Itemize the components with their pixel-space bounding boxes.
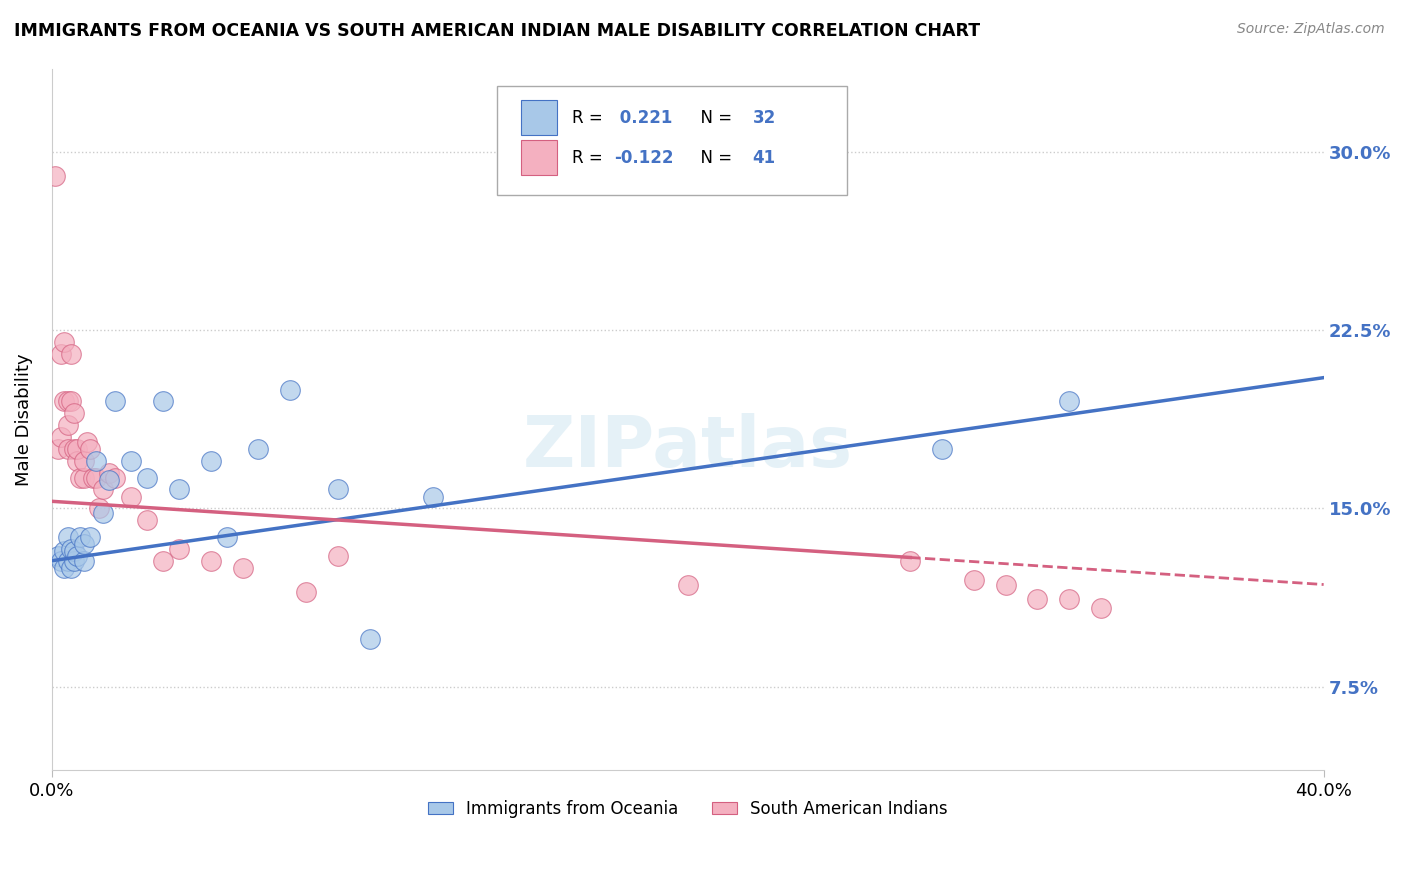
Point [98, 466, 121, 480]
Point [152, 554, 174, 568]
FancyBboxPatch shape [496, 86, 846, 194]
Point [66, 549, 89, 563]
Point [79, 442, 101, 456]
Point [326, 483, 349, 497]
Point [63, 544, 86, 558]
Point [56, 394, 79, 409]
Point [56, 418, 79, 433]
Point [200, 554, 222, 568]
Text: N =: N = [690, 149, 738, 167]
Point [59, 347, 82, 361]
Point [200, 454, 222, 468]
Point [167, 541, 190, 556]
Point [931, 442, 953, 456]
Point [84, 454, 107, 468]
Point [46, 549, 69, 563]
Point [120, 454, 142, 468]
Text: 32: 32 [752, 109, 776, 127]
Point [56, 554, 79, 568]
Point [59, 394, 82, 409]
Point [278, 383, 301, 397]
Point [72, 470, 94, 484]
Point [46, 442, 69, 456]
Text: 41: 41 [752, 149, 776, 167]
Point [79, 530, 101, 544]
Point [63, 406, 86, 420]
Point [51, 430, 73, 444]
Point [69, 530, 91, 544]
Point [56, 442, 79, 456]
Point [51, 347, 73, 361]
Text: ZIPatlas: ZIPatlas [523, 413, 853, 482]
Point [91, 506, 114, 520]
Point [963, 573, 986, 587]
Text: R =: R = [572, 149, 607, 167]
Point [66, 442, 89, 456]
Point [66, 454, 89, 468]
Point [1057, 591, 1080, 606]
Point [422, 490, 444, 504]
Point [72, 554, 94, 568]
Text: IMMIGRANTS FROM OCEANIA VS SOUTH AMERICAN INDIAN MALE DISABILITY CORRELATION CHA: IMMIGRANTS FROM OCEANIA VS SOUTH AMERICA… [14, 22, 980, 40]
Point [53, 544, 76, 558]
Point [152, 394, 174, 409]
Point [295, 584, 318, 599]
Point [53, 561, 76, 575]
Point [898, 554, 921, 568]
Point [84, 470, 107, 484]
Point [167, 483, 190, 497]
Point [91, 483, 114, 497]
Point [676, 577, 699, 591]
Point [359, 632, 381, 647]
Y-axis label: Male Disability: Male Disability [15, 353, 32, 485]
Point [72, 537, 94, 551]
Point [1057, 394, 1080, 409]
Text: N =: N = [690, 109, 738, 127]
Point [120, 490, 142, 504]
Point [59, 541, 82, 556]
Text: 0.221: 0.221 [614, 109, 672, 127]
Point [51, 554, 73, 568]
Point [53, 394, 76, 409]
Point [56, 530, 79, 544]
Text: -0.122: -0.122 [614, 149, 673, 167]
Point [326, 549, 349, 563]
Text: R =: R = [572, 109, 607, 127]
FancyBboxPatch shape [522, 140, 557, 175]
Point [63, 554, 86, 568]
Point [136, 513, 159, 527]
Point [98, 473, 121, 487]
Point [69, 470, 91, 484]
Point [1090, 601, 1112, 615]
Point [72, 454, 94, 468]
Point [104, 470, 127, 484]
Legend: Immigrants from Oceania, South American Indians: Immigrants from Oceania, South American … [420, 794, 955, 825]
Point [994, 577, 1017, 591]
FancyBboxPatch shape [522, 100, 557, 136]
Point [89, 501, 111, 516]
Point [76, 434, 98, 449]
Point [215, 530, 238, 544]
Text: Source: ZipAtlas.com: Source: ZipAtlas.com [1237, 22, 1385, 37]
Point [136, 470, 159, 484]
Point [53, 334, 76, 349]
Point [247, 442, 270, 456]
Point [59, 561, 82, 575]
Point [44, 169, 66, 183]
Point [1026, 591, 1049, 606]
Point [104, 394, 127, 409]
Point [82, 470, 104, 484]
Point [63, 442, 86, 456]
Point [231, 561, 253, 575]
